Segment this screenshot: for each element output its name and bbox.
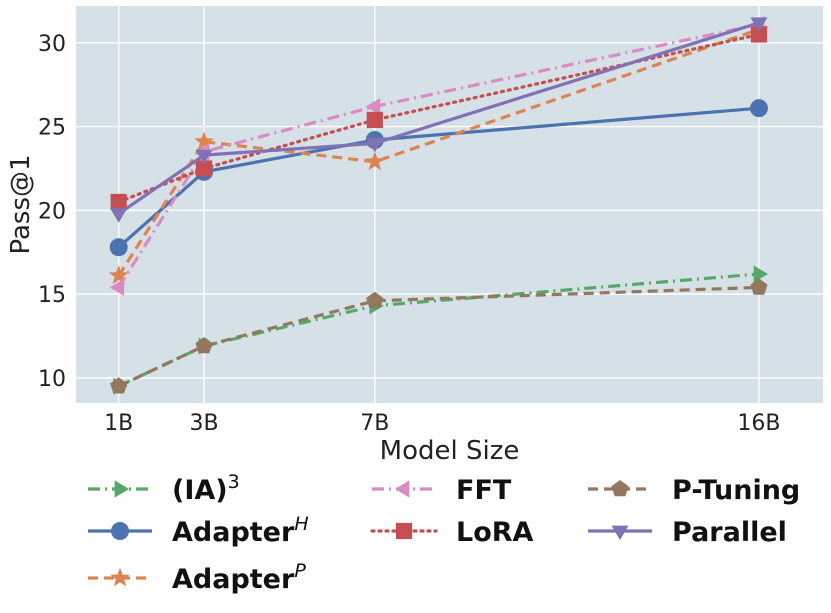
legend-label-text: FFT <box>456 475 512 506</box>
legend-item: AdapterH <box>88 513 309 548</box>
legend-marker <box>395 480 410 498</box>
data-point <box>108 265 129 285</box>
data-point <box>195 149 213 165</box>
y-tick-label: 10 <box>38 367 66 392</box>
y-tick-label: 30 <box>38 32 66 57</box>
data-point <box>109 278 125 296</box>
legend-label-superscript: H <box>294 513 308 535</box>
series-line <box>118 272 760 388</box>
legend-label-superscript: P <box>294 560 306 582</box>
series-line <box>117 106 760 249</box>
y-tick-label: 20 <box>38 199 66 224</box>
legend-label-text: P-Tuning <box>672 475 800 506</box>
data-point <box>366 291 384 309</box>
legend-marker <box>114 480 129 498</box>
legend-label: AdapterH <box>172 513 309 548</box>
data-point <box>109 238 128 257</box>
series-fft <box>109 15 765 296</box>
legend-label: Parallel <box>672 517 787 548</box>
legend-item: FFT <box>372 475 512 506</box>
legend-label-text: LoRA <box>456 517 534 548</box>
data-point <box>750 17 768 32</box>
series-line <box>117 22 760 289</box>
legend-item: P-Tuning <box>588 475 800 506</box>
y-axis-label: Pass@1 <box>6 154 36 254</box>
axis-ticks: 10 15 20 25 30 1B 3B 7B 16B <box>38 32 781 436</box>
legend-label: LoRA <box>456 517 534 548</box>
legend-label-text: Adapter <box>172 517 295 548</box>
x-tick-label: 3B <box>190 411 219 436</box>
legend-marker <box>111 522 129 540</box>
data-point <box>750 26 768 43</box>
data-point <box>365 98 381 116</box>
legend-label-text: Adapter <box>172 564 295 595</box>
legend-item: Parallel <box>588 517 787 548</box>
series-p-tuning <box>110 278 768 394</box>
data-point <box>753 265 768 283</box>
data-point <box>110 377 128 394</box>
series-line <box>117 21 760 216</box>
data-point <box>194 131 214 151</box>
data-point <box>195 160 213 177</box>
legend-marker <box>395 522 413 540</box>
legend-label: P-Tuning <box>672 475 800 506</box>
x-tick-label: 16B <box>737 411 780 436</box>
legend-label-superscript: 3 <box>228 471 240 493</box>
x-axis-label: Model Size <box>380 436 520 466</box>
series-line <box>117 32 761 204</box>
series-line <box>118 285 760 388</box>
legend-label-text: (IA) <box>172 475 228 506</box>
data-point <box>366 111 383 129</box>
legend-label-text: Parallel <box>672 517 787 548</box>
x-tick-label: 7B <box>360 411 389 436</box>
legend-label: (IA)3 <box>172 471 240 506</box>
legend-label: AdapterP <box>172 560 306 595</box>
series-layer <box>108 15 769 395</box>
legend-marker <box>110 567 130 587</box>
series-parallel <box>110 17 768 223</box>
legend-marker <box>611 480 629 497</box>
series-line <box>117 27 760 277</box>
data-point <box>749 99 768 118</box>
data-point <box>195 337 213 354</box>
legend: (IA)3AdapterHAdapterPFFTLoRAP-TuningPara… <box>88 471 800 595</box>
legend-item: (IA)3 <box>88 471 240 506</box>
x-tick-label: 1B <box>104 411 133 436</box>
plot-area <box>76 6 823 403</box>
legend-label: FFT <box>456 475 512 506</box>
legend-marker <box>611 525 629 540</box>
data-point <box>110 193 127 211</box>
data-point <box>366 138 384 153</box>
data-point <box>750 278 768 295</box>
y-tick-label: 25 <box>38 116 66 141</box>
legend-item: AdapterP <box>88 560 306 595</box>
data-point <box>365 151 385 171</box>
y-tick-label: 15 <box>38 283 66 308</box>
legend-item: LoRA <box>370 517 534 548</box>
data-point <box>110 208 128 223</box>
series-lora <box>110 26 768 211</box>
